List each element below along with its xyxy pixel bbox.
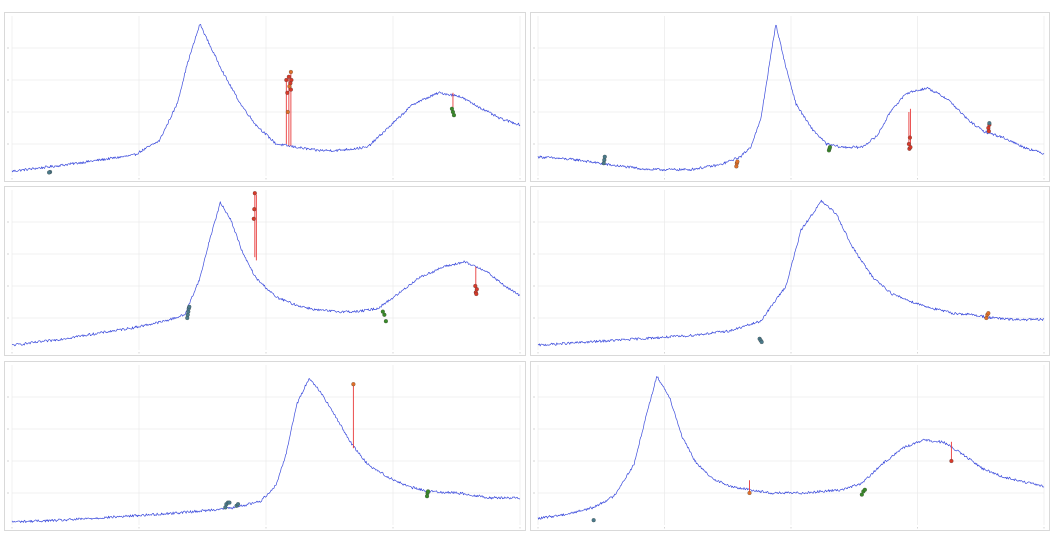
marker-green-2-2 xyxy=(827,145,832,150)
marker-orange-1-2 xyxy=(986,311,991,316)
marker-green-2-2 xyxy=(383,319,388,324)
chart-3-svg xyxy=(4,186,526,356)
signal-line xyxy=(11,24,521,173)
marker-teal-0-4 xyxy=(187,304,192,309)
marker-teal-5-0 xyxy=(987,121,992,126)
chart-panel-5 xyxy=(4,361,526,531)
marker-orange-3-0 xyxy=(288,69,293,75)
signal-line xyxy=(537,376,1045,520)
marker-teal-0-2 xyxy=(602,154,607,159)
chart-5-svg xyxy=(4,361,526,531)
marker-red-3-2 xyxy=(474,291,479,297)
marker-green-2-1 xyxy=(382,312,387,317)
marker-teal-0-1 xyxy=(47,170,52,175)
marker-red-1-0 xyxy=(252,191,257,196)
chart-panel-3 xyxy=(4,186,526,356)
panel-frame xyxy=(4,12,526,182)
marker-red-3-0 xyxy=(949,458,954,464)
chart-1-svg xyxy=(4,12,526,182)
chart-panel-2 xyxy=(530,12,1050,182)
marker-green-1-2 xyxy=(449,106,454,111)
marker-red-2-1 xyxy=(285,90,290,95)
marker-green-2-2 xyxy=(426,489,431,494)
panel-frame xyxy=(4,186,526,356)
marker-red-2-5 xyxy=(289,77,294,83)
marker-red-3-3 xyxy=(908,145,913,150)
signal-line xyxy=(11,378,521,523)
marker-teal-0-2 xyxy=(759,339,764,345)
chart-panel-1 xyxy=(4,12,526,182)
marker-orange-3-2 xyxy=(285,109,290,115)
signal-line xyxy=(537,24,1045,172)
marker-green-1-1 xyxy=(451,113,456,118)
panel-frame xyxy=(530,12,1050,182)
marker-orange-3-1 xyxy=(287,84,292,89)
chart-panel-6 xyxy=(530,361,1050,531)
marker-teal-0-3 xyxy=(227,500,232,505)
marker-red-3-2 xyxy=(907,135,912,140)
marker-teal-0-0 xyxy=(591,518,596,523)
marker-orange-1-2 xyxy=(735,159,740,164)
marker-red-2-0 xyxy=(284,77,289,83)
chart-4-svg xyxy=(530,186,1050,356)
marker-red-4-1 xyxy=(986,129,991,134)
marker-red-2-2 xyxy=(286,74,291,79)
panel-frame xyxy=(4,361,526,531)
chart-2-svg xyxy=(530,12,1050,182)
signal-line xyxy=(537,199,1045,347)
marker-green-2-2 xyxy=(862,487,867,492)
panel-frame xyxy=(530,361,1050,531)
marker-orange-1-0 xyxy=(351,382,356,387)
marker-red-3-3 xyxy=(474,287,479,292)
marker-red-1-1 xyxy=(252,207,257,212)
marker-orange-1-0 xyxy=(747,490,752,496)
marker-red-1-2 xyxy=(251,216,256,221)
marker-teal-0-5 xyxy=(236,502,241,507)
chart-panel-4 xyxy=(530,186,1050,356)
signal-line xyxy=(11,201,521,347)
chart-6-svg xyxy=(530,361,1050,531)
